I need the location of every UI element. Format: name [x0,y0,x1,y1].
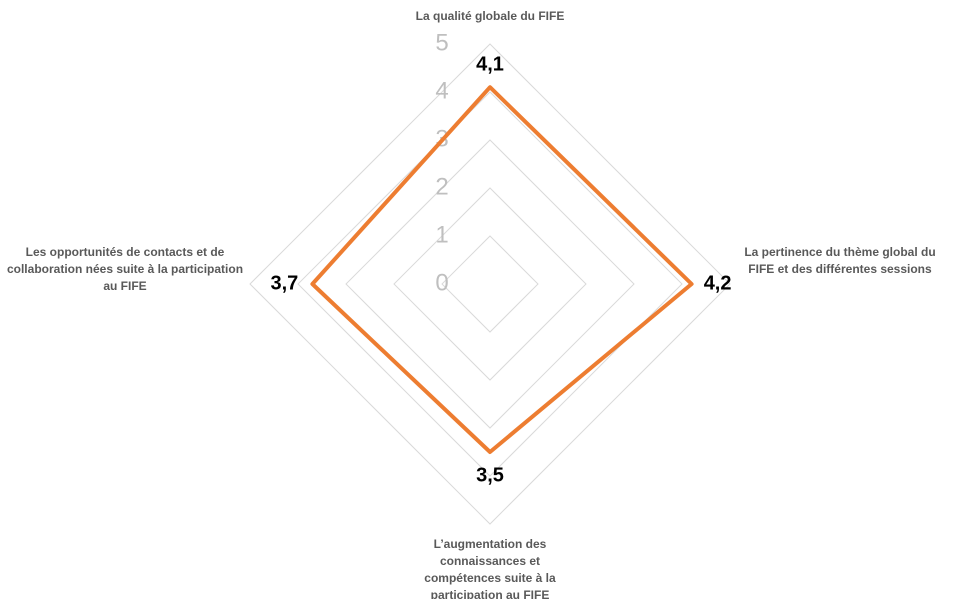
data-label: 4,2 [704,272,732,294]
series-line [310,85,694,454]
grid-ring [249,43,731,525]
r-tick-label: 1 [435,221,448,248]
data-label: 4,1 [476,53,504,75]
grid-ring [441,235,539,333]
category-label: La qualité globale du FIFE [415,9,565,23]
category-label: La pertinence du thème global du FIFE et… [744,245,936,276]
grid-ring [297,91,683,477]
r-tick-label: 4 [435,77,448,104]
category-label: Les opportunités de contacts et de colla… [6,245,244,293]
r-tick-label: 2 [435,173,448,200]
data-label: 3,7 [270,272,298,294]
r-tick-label: 5 [435,29,448,56]
data-label: 3,5 [476,464,504,486]
category-label: L’augmentation des connaissances et comp… [424,537,556,599]
grid-ring [393,187,587,381]
r-tick-label: 0 [435,269,448,296]
grid-ring [345,139,635,429]
